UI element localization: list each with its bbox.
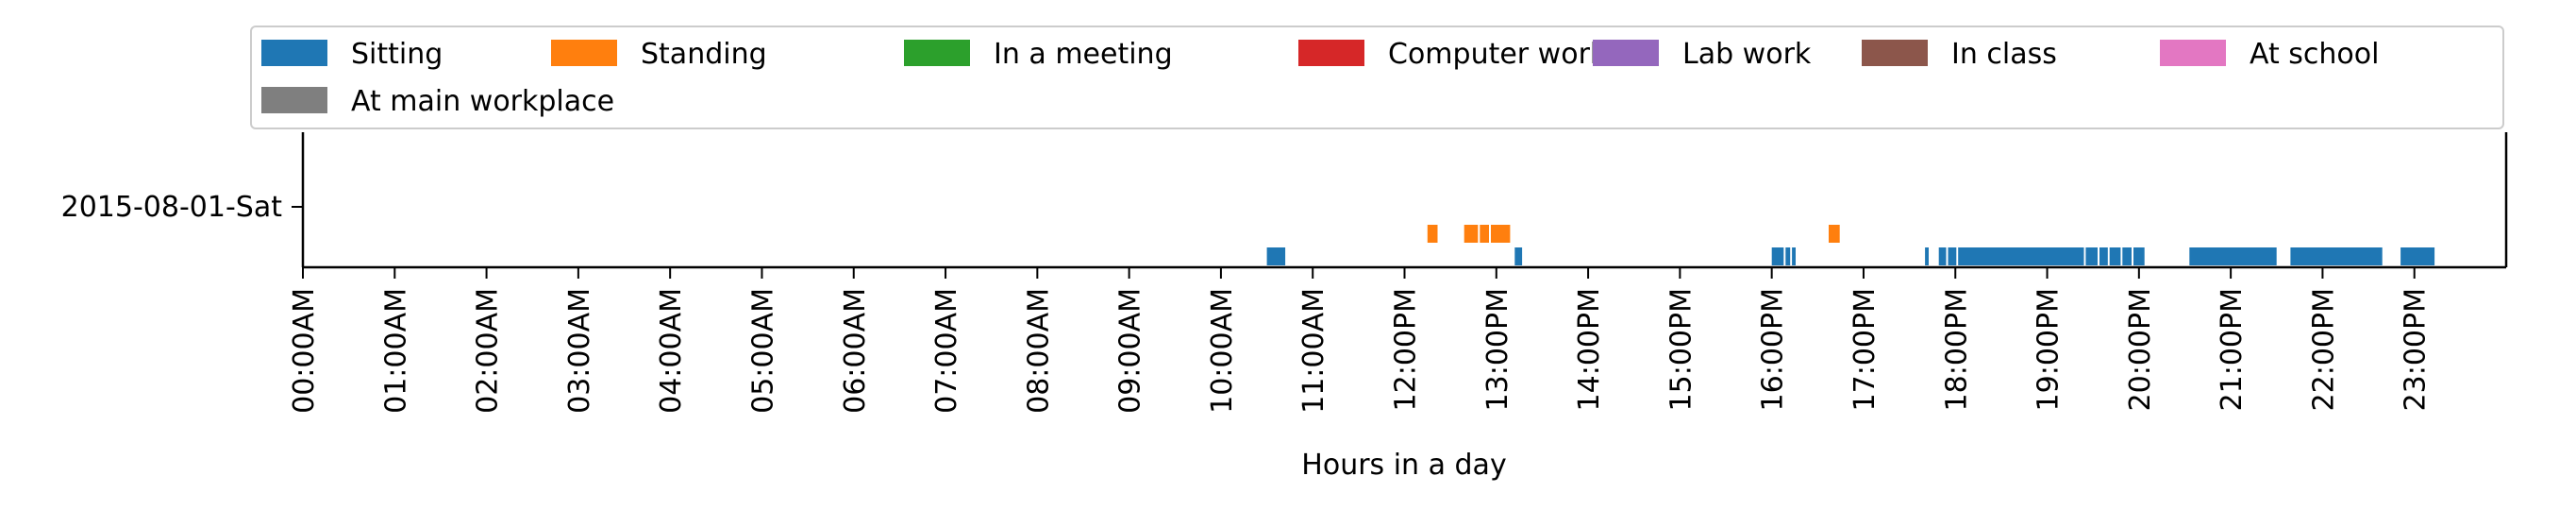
x-tick-label: 08:00AM [1022, 288, 1055, 414]
legend-swatch [1593, 40, 1659, 66]
axes: 00:00AM 01:00AM 02:00AM 03:00AM 04:00AM 05:00… [61, 132, 2508, 414]
legend-swatch [261, 87, 327, 113]
x-tick-label: 07:00AM [930, 288, 963, 414]
x-tick-label: 17:00PM [1848, 288, 1882, 411]
x-tick-label: 09:00AM [1114, 288, 1147, 414]
x-tick-label: 06:00AM [839, 288, 872, 414]
legend-label: At main workplace [351, 85, 614, 118]
x-tick-label: 02:00AM [472, 288, 505, 414]
bar-sitting [1958, 247, 2084, 265]
y-tick-label: 2015-08-01-Sat [61, 191, 283, 224]
x-tick-label: 14:00PM [1573, 288, 1606, 411]
x-tick-label: 11:00AM [1297, 288, 1330, 414]
bar-sitting [1948, 247, 1957, 265]
x-tick-label: 10:00AM [1206, 288, 1239, 414]
x-tick-label: 22:00PM [2307, 288, 2340, 411]
legend-label: Computer work [1388, 38, 1607, 71]
x-tick-label: 12:00PM [1390, 288, 1423, 411]
x-axis-label: Hours in a day [1301, 449, 1506, 482]
legend-swatch [2160, 40, 2226, 66]
x-tick-label: 23:00PM [2400, 288, 2433, 411]
bar-sitting [1771, 247, 1784, 265]
plot-area [1266, 225, 2435, 265]
bar-standing [1464, 225, 1479, 243]
legend-label: Sitting [351, 38, 443, 71]
legend-label: At school [2250, 38, 2379, 71]
bar-sitting [2109, 247, 2121, 265]
bar-standing [1480, 225, 1489, 243]
x-tick-label: 21:00PM [2216, 288, 2249, 411]
x-tick-label: 00:00AM [288, 288, 321, 414]
bar-sitting [2099, 247, 2108, 265]
x-tick-label: 03:00AM [563, 288, 596, 414]
x-tick-label: 18:00PM [1940, 288, 1973, 411]
bar-sitting [1792, 247, 1796, 265]
legend-swatch [904, 40, 970, 66]
x-tick-label: 19:00PM [2032, 288, 2066, 411]
x-tick-label: 15:00PM [1664, 288, 1698, 411]
bar-sitting [1785, 247, 1791, 265]
bar-sitting [2122, 247, 2132, 265]
bar-sitting [2400, 247, 2435, 265]
legend-label: Lab work [1682, 38, 1812, 71]
x-tick-label: 13:00PM [1481, 288, 1514, 411]
bar-sitting [2290, 247, 2383, 265]
legend-label: In class [1951, 38, 2057, 71]
x-tick-label: 04:00AM [655, 288, 688, 414]
legend-swatch [261, 40, 327, 66]
bar-standing [1427, 225, 1438, 243]
legend: Sitting Standing In a meeting Computer work… [250, 26, 2504, 129]
x-tick-label: 20:00PM [2124, 288, 2157, 411]
bar-standing [1491, 225, 1511, 243]
legend-swatch [1298, 40, 1364, 66]
x-tick-label: 01:00AM [379, 288, 412, 414]
legend-label: Standing [641, 38, 767, 71]
legend-swatch [551, 40, 617, 66]
bar-sitting [2133, 247, 2145, 265]
legend-swatch [1862, 40, 1928, 66]
bar-sitting [1925, 247, 1929, 265]
x-tick-label: 05:00AM [746, 288, 779, 414]
bar-sitting [2085, 247, 2098, 265]
bar-sitting [1266, 247, 1286, 265]
legend-box [250, 26, 2504, 129]
x-tick-label: 16:00PM [1757, 288, 1790, 411]
bar-sitting [1514, 247, 1523, 265]
bar-sitting [1938, 247, 1947, 265]
bar-sitting [2189, 247, 2277, 265]
legend-label: In a meeting [994, 38, 1173, 71]
bar-standing [1829, 225, 1840, 243]
